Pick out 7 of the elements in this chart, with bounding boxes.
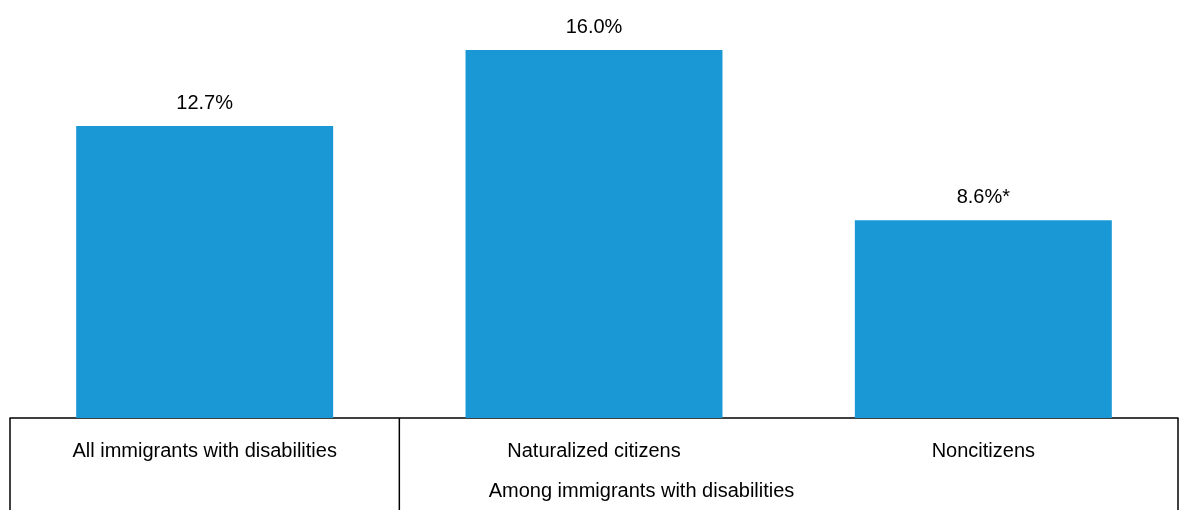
x-tick-label: Naturalized citizens <box>507 439 681 461</box>
data-label: 16.0% <box>565 15 623 37</box>
x-tick-label: All immigrants with disabilities <box>72 439 337 461</box>
text: Among immigrants with disabilities <box>488 479 795 501</box>
x-tick-label: Noncitizens <box>931 439 1036 461</box>
data-label: 8.6%* <box>956 185 1011 208</box>
data-label: 12.7% <box>176 90 234 113</box>
